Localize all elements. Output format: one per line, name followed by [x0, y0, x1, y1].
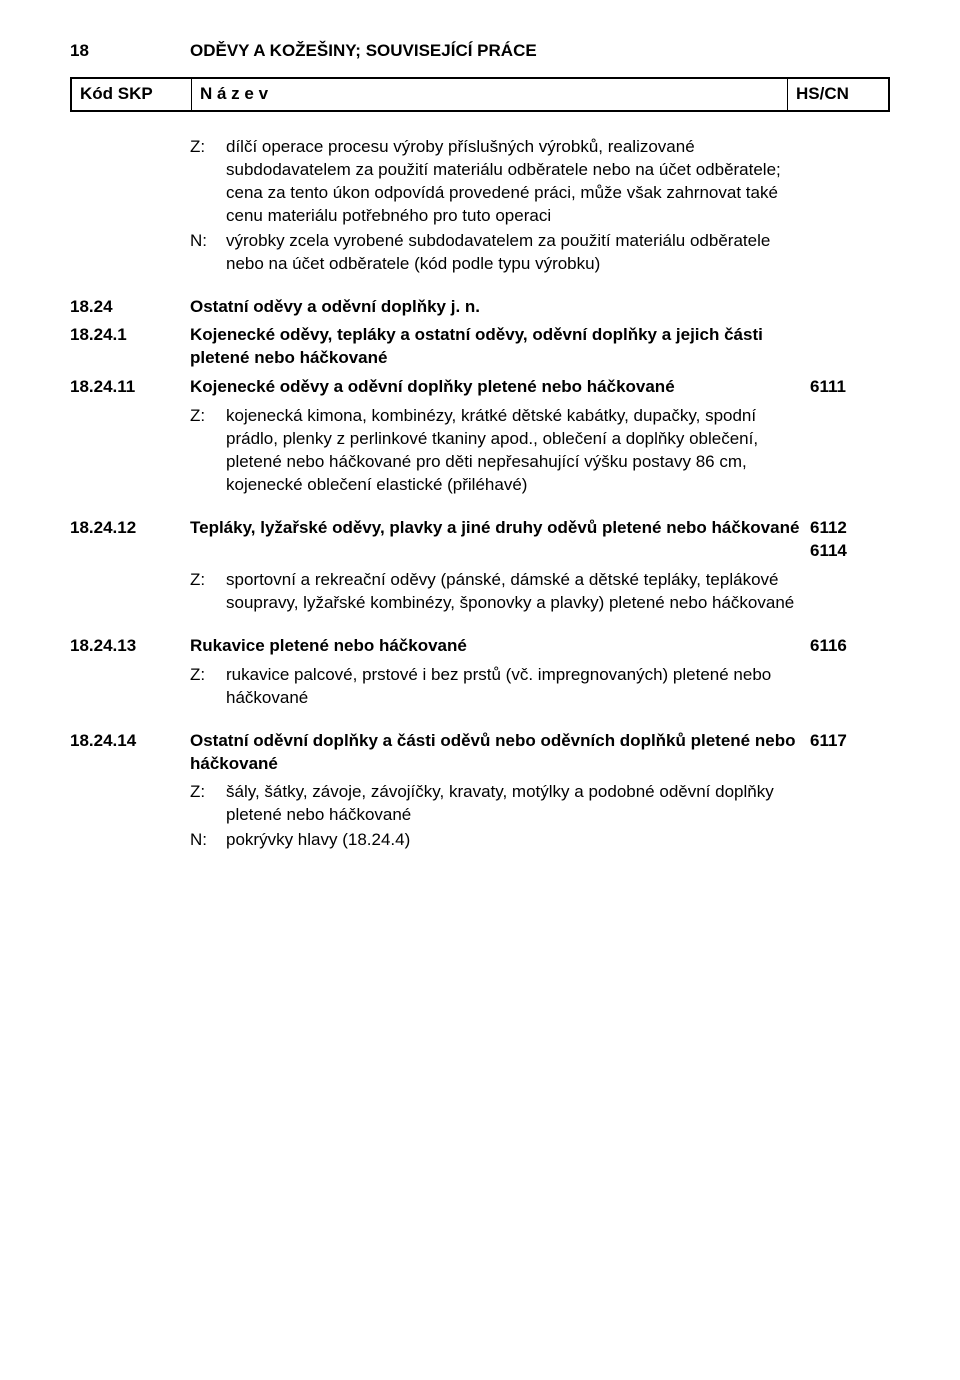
- entry-title: Kojenecké oděvy, tepláky a ostatní oděvy…: [190, 324, 810, 370]
- note-letter: Z:: [190, 405, 226, 497]
- note-text: šály, šátky, závoje, závojíčky, kravaty,…: [226, 781, 800, 827]
- entry-note-block: Z:rukavice palcové, prstové i bez prstů …: [70, 664, 890, 712]
- entry-row: 18.24.14Ostatní oděvní doplňky a části o…: [70, 730, 890, 776]
- entry-code: 18.24.14: [70, 730, 190, 776]
- entry-title: Rukavice pletené nebo háčkované: [190, 635, 810, 658]
- note-code-spacer: [70, 664, 190, 712]
- entry-code: 18.24.11: [70, 376, 190, 399]
- intro-note-line: Z:dílčí operace procesu výroby příslušný…: [190, 136, 800, 228]
- entry-code: 18.24: [70, 296, 190, 319]
- note-text: výrobky zcela vyrobené subdodavatelem za…: [226, 230, 800, 276]
- note-text: sportovní a rekreační oděvy (pánské, dám…: [226, 569, 800, 615]
- entry-hs: 6112 6114: [810, 517, 890, 563]
- note-code-spacer: [70, 569, 190, 617]
- col-header-hs: HS/CN: [788, 79, 888, 110]
- note-line: Z:šály, šátky, závoje, závojíčky, kravat…: [190, 781, 800, 827]
- section-title: ODĚVY A KOŽEŠINY; SOUVISEJÍCÍ PRÁCE: [190, 40, 537, 63]
- entry-row: 18.24.11Kojenecké oděvy a oděvní doplňky…: [70, 376, 890, 399]
- intro-note-line: N:výrobky zcela vyrobené subdodavatelem …: [190, 230, 800, 276]
- entry-note-block: Z:sportovní a rekreační oděvy (pánské, d…: [70, 569, 890, 617]
- note-letter: Z:: [190, 781, 226, 827]
- col-header-code: Kód SKP: [72, 79, 192, 110]
- note-letter: Z:: [190, 664, 226, 710]
- section-code: 18: [70, 40, 190, 63]
- content-area: Z:dílčí operace procesu výroby příslušný…: [70, 136, 890, 854]
- entry-hs: [810, 296, 890, 319]
- entry-title: Ostatní oděvy a oděvní doplňky j. n.: [190, 296, 810, 319]
- note-line: N:pokrývky hlavy (18.24.4): [190, 829, 800, 852]
- entry-code: 18.24.13: [70, 635, 190, 658]
- note-letter: N:: [190, 230, 226, 276]
- entry-row: 18.24.13Rukavice pletené nebo háčkované6…: [70, 635, 890, 658]
- entry-hs: [810, 324, 890, 370]
- entry-title: Ostatní oděvní doplňky a části oděvů neb…: [190, 730, 810, 776]
- table-header-frame: Kód SKP N á z e v HS/CN: [70, 77, 890, 112]
- page-header: 18 ODĚVY A KOŽEŠINY; SOUVISEJÍCÍ PRÁCE: [70, 40, 890, 63]
- note-code-spacer: [70, 781, 190, 854]
- entry-note-block: Z:kojenecká kimona, kombinézy, krátké dě…: [70, 405, 890, 499]
- entry-notes: Z:kojenecká kimona, kombinézy, krátké dě…: [190, 405, 890, 499]
- entry-title: Tepláky, lyžařské oděvy, plavky a jiné d…: [190, 517, 810, 563]
- note-letter: Z:: [190, 569, 226, 615]
- entry-note-block: Z:šály, šátky, závoje, závojíčky, kravat…: [70, 781, 890, 854]
- intro-note-block: Z:dílčí operace procesu výroby příslušný…: [70, 136, 890, 278]
- note-letter: N:: [190, 829, 226, 852]
- entry-code: 18.24.12: [70, 517, 190, 563]
- note-text: dílčí operace procesu výroby příslušných…: [226, 136, 800, 228]
- entry-notes: Z:šály, šátky, závoje, závojíčky, kravat…: [190, 781, 890, 854]
- entry-hs: 6116: [810, 635, 890, 658]
- entry-hs: 6111: [810, 376, 890, 399]
- entry-code: 18.24.1: [70, 324, 190, 370]
- note-letter: Z:: [190, 136, 226, 228]
- entry-title: Kojenecké oděvy a oděvní doplňky pletené…: [190, 376, 810, 399]
- note-line: Z:sportovní a rekreační oděvy (pánské, d…: [190, 569, 800, 615]
- entry-row: 18.24Ostatní oděvy a oděvní doplňky j. n…: [70, 296, 890, 319]
- note-code-spacer: [70, 405, 190, 499]
- intro-notes: Z:dílčí operace procesu výroby příslušný…: [190, 136, 890, 278]
- entry-notes: Z:sportovní a rekreační oděvy (pánské, d…: [190, 569, 890, 617]
- note-line: Z:rukavice palcové, prstové i bez prstů …: [190, 664, 800, 710]
- entry-hs: 6117: [810, 730, 890, 776]
- note-text: pokrývky hlavy (18.24.4): [226, 829, 800, 852]
- entry-row: 18.24.12Tepláky, lyžařské oděvy, plavky …: [70, 517, 890, 563]
- col-header-name: N á z e v: [192, 79, 788, 110]
- entry-notes: Z:rukavice palcové, prstové i bez prstů …: [190, 664, 890, 712]
- note-line: Z:kojenecká kimona, kombinézy, krátké dě…: [190, 405, 800, 497]
- intro-code-spacer: [70, 136, 190, 278]
- entry-row: 18.24.1Kojenecké oděvy, tepláky a ostatn…: [70, 324, 890, 370]
- note-text: kojenecká kimona, kombinézy, krátké děts…: [226, 405, 800, 497]
- note-text: rukavice palcové, prstové i bez prstů (v…: [226, 664, 800, 710]
